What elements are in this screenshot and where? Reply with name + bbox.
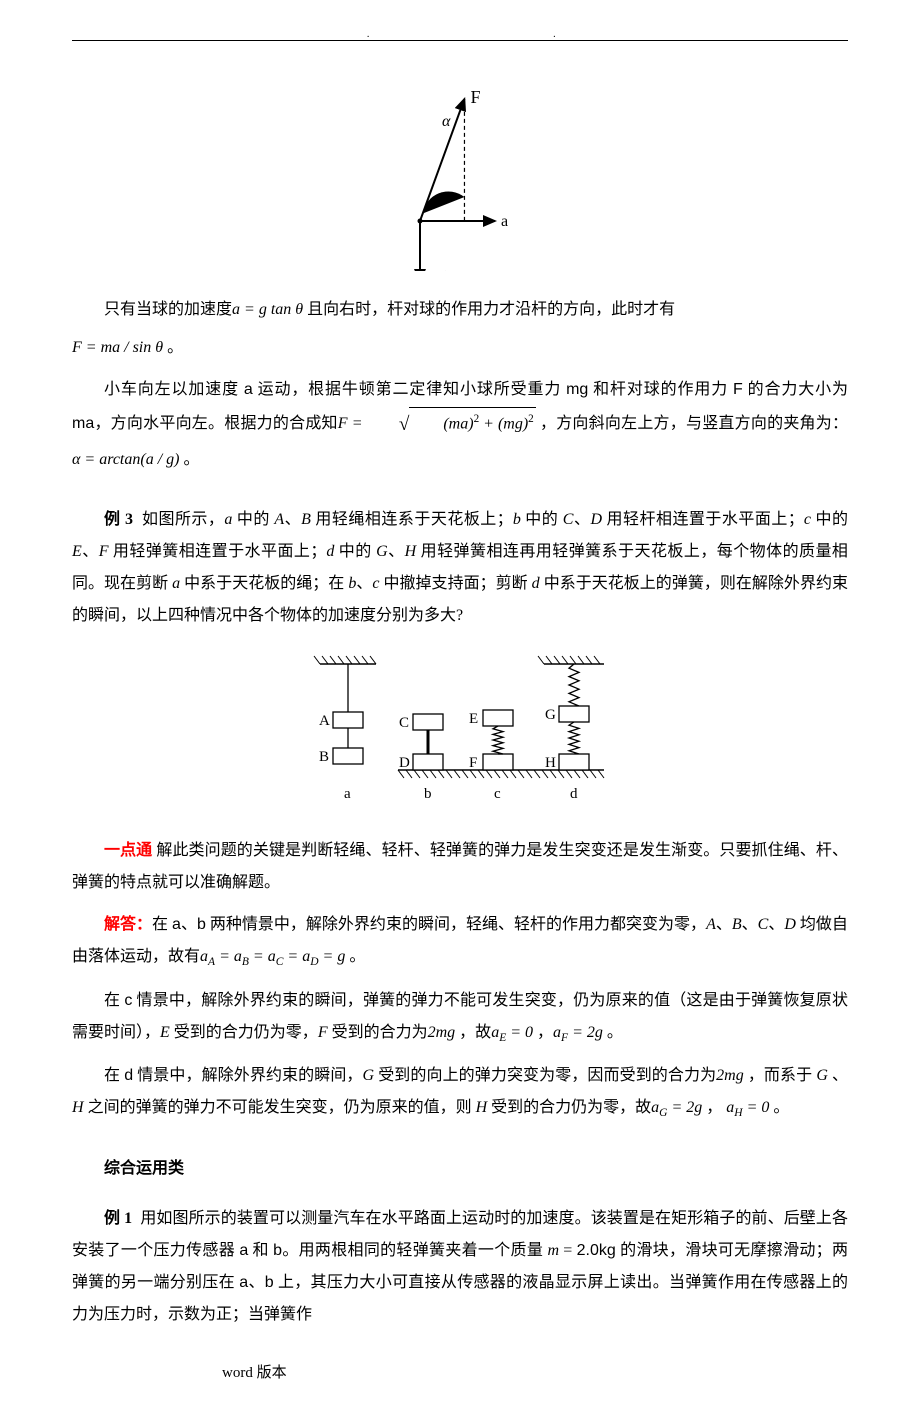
p2-end: 。: [179, 451, 199, 468]
force-diagram-svg: Fα a mg: [400, 71, 520, 271]
example-3: 例 3 如图所示，a 中的 A、B 用轻绳相连系于天花板上；b 中的 C、D 用…: [72, 504, 848, 632]
svg-text:mg: mg: [426, 266, 446, 271]
svg-text:d: d: [570, 786, 578, 802]
svg-text:A: A: [319, 713, 330, 729]
svg-text:E: E: [469, 711, 478, 727]
para-2: 小车向左以加速度 a 运动，根据牛顿第二定律知小球所受重力 mg 和杆对球的作用…: [72, 374, 848, 476]
example-1: 例 1 用如图所示的装置可以测量汽车在水平路面上运动时的加速度。该装置是在矩形箱…: [72, 1203, 848, 1331]
svg-text:D: D: [399, 755, 410, 771]
answer-p2: 在 c 情景中，解除外界约束的瞬间，弹簧的弹力不能可发生突变，仍为原来的值（这是…: [72, 985, 848, 1050]
svg-text:a: a: [501, 213, 508, 230]
p2-sqrt: √(ma)2 + (mg)2: [367, 406, 536, 444]
ex3-label: 例 3: [104, 511, 133, 528]
tip-body: 解此类问题的关键是判断轻绳、轻杆、轻弹簧的弹力是发生突变还是发生渐变。只要抓住绳…: [72, 842, 848, 891]
svg-text:B: B: [319, 749, 329, 765]
ans-eqH: aH = 0: [726, 1099, 769, 1116]
para-1: 只有当球的加速度a = g tan θ 且向右时，杆对球的作用力才沿杆的方向，此…: [72, 294, 848, 326]
figure-2: A Ba D Cb F Ec G Hd: [72, 642, 848, 817]
svg-text:α: α: [442, 113, 451, 130]
svg-text:F: F: [469, 755, 477, 771]
ex3-b1: 如图所示，: [142, 511, 224, 528]
section2-title: 综合运用类: [72, 1153, 848, 1185]
svg-text:H: H: [545, 755, 556, 771]
p2-eq1: F =: [338, 415, 367, 432]
para-1b: F = ma / sin θ 。: [72, 332, 848, 364]
ans-eqF: aF = 2g: [553, 1024, 603, 1041]
tip-para: 一点通 解此类问题的关键是判断轻绳、轻杆、轻弹簧的弹力是发生突变还是发生渐变。只…: [72, 835, 848, 899]
p1-eq1: a = g tan θ: [232, 301, 303, 318]
svg-text:c: c: [494, 786, 501, 802]
svg-text:b: b: [424, 786, 432, 802]
p1-mid: 且向右时，杆对球的作用力才沿杆的方向，此时才有: [303, 301, 675, 318]
p1-end: 。: [163, 339, 183, 356]
p2-eq2: α = arctan(a / g): [72, 451, 179, 468]
p1-eq2: F = ma / sin θ: [72, 339, 163, 356]
ex1-label: 例 1: [104, 1210, 132, 1227]
figure-1: Fα a mg: [72, 71, 848, 276]
answer-label: 解答：: [104, 916, 152, 933]
tip-label: 一点通: [104, 842, 152, 859]
svg-text:G: G: [545, 707, 556, 723]
ans-eq1: aA = aB = aC = aD = g: [200, 948, 345, 965]
answer-p1: 解答：在 a、b 两种情景中，解除外界约束的瞬间，轻绳、轻杆的作用力都突变为零，…: [72, 909, 848, 974]
ans-eqE: aE = 0: [491, 1024, 533, 1041]
p1-pre: 只有当球的加速度: [104, 301, 232, 318]
svg-text:a: a: [344, 786, 351, 802]
svg-text:C: C: [399, 715, 409, 731]
top-rule: [72, 40, 848, 41]
answer-p3: 在 d 情景中，解除外界约束的瞬间，G 受到的向上的弹力突变为零，因而受到的合力…: [72, 1060, 848, 1125]
p2-mid: ，方向斜向左上方，与竖直方向的夹角为：: [536, 415, 848, 432]
setup-diagram-svg: A Ba D Cb F Ec G Hd: [300, 642, 620, 812]
ans-eqG: aG = 2g: [651, 1099, 702, 1116]
svg-text:F: F: [470, 87, 480, 107]
footer: word 版本: [72, 1361, 848, 1382]
